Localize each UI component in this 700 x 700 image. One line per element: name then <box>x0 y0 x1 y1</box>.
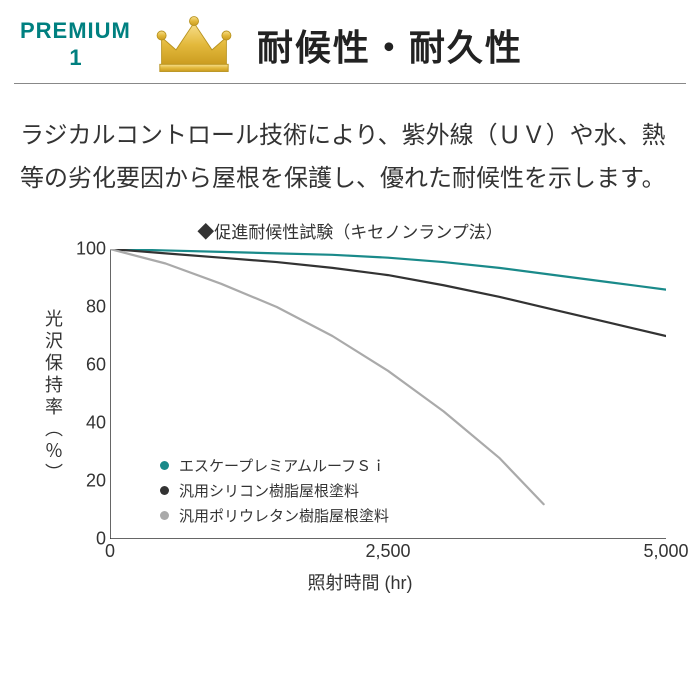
y-axis-title: 光沢保持率（％） <box>40 309 66 485</box>
header: PREMIUM 1 耐候性・耐久性 <box>0 0 700 83</box>
legend-item: 汎用シリコン樹脂屋根塗料 <box>160 480 389 501</box>
legend-label: エスケープレミアムルーフＳｉ <box>179 455 386 476</box>
premium-badge: PREMIUM 1 <box>20 18 131 71</box>
premium-label-number: 1 <box>20 45 131 71</box>
y-tick-label: 80 <box>56 297 106 318</box>
x-tick-label: 0 <box>105 541 115 562</box>
legend-marker-icon <box>160 511 169 520</box>
x-tick-label: 5,000 <box>643 541 688 562</box>
legend-item: 汎用ポリウレタン樹脂屋根塗料 <box>160 505 389 526</box>
legend-label: 汎用ポリウレタン樹脂屋根塗料 <box>179 505 389 526</box>
y-tick-label: 0 <box>56 529 106 550</box>
y-tick-label: 40 <box>56 413 106 434</box>
legend-item: エスケープレミアムルーフＳｉ <box>160 455 389 476</box>
y-tick-label: 100 <box>56 239 106 260</box>
x-tick-label: 2,500 <box>365 541 410 562</box>
line-chart: 光沢保持率（％） エスケープレミアムルーフＳｉ 汎用シリコン樹脂屋根塗料汎用ポリウ… <box>30 249 690 599</box>
premium-label-top: PREMIUM <box>20 18 131 44</box>
legend-label: 汎用シリコン樹脂屋根塗料 <box>179 480 359 501</box>
description-text: ラジカルコントロール技術により、紫外線（ＵＶ）や水、熱等の劣化要因から屋根を保護… <box>0 84 700 218</box>
crown-icon <box>149 12 239 77</box>
legend-marker-icon <box>160 461 169 470</box>
y-tick-label: 20 <box>56 471 106 492</box>
legend-marker-icon <box>160 486 169 495</box>
page-title: 耐候性・耐久性 <box>257 19 523 71</box>
y-tick-label: 60 <box>56 355 106 376</box>
x-axis-title: 照射時間 (hr) <box>308 569 413 595</box>
chart-legend: エスケープレミアムルーフＳｉ 汎用シリコン樹脂屋根塗料汎用ポリウレタン樹脂屋根塗料 <box>160 455 389 530</box>
